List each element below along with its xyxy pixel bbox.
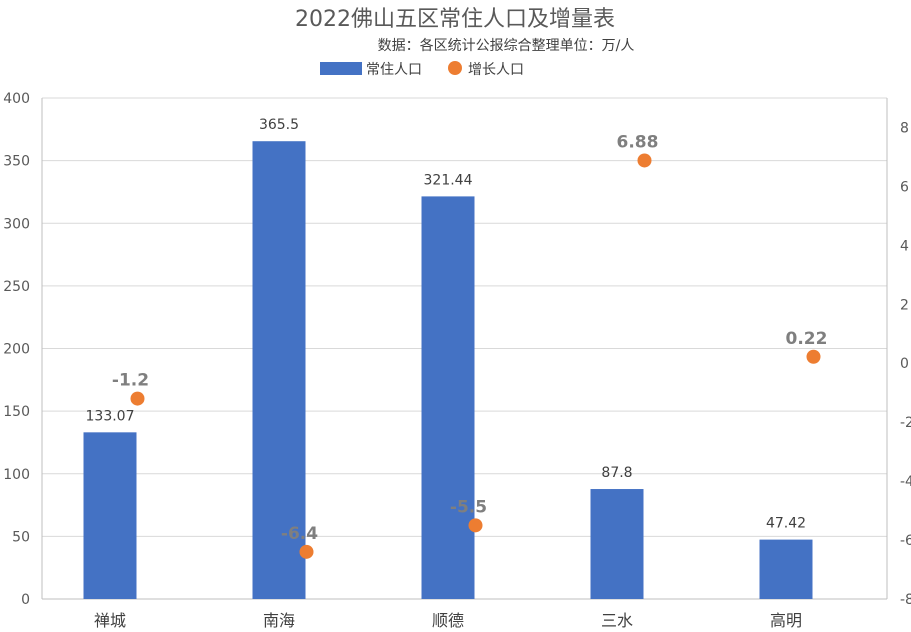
right-tick-label: 2 [900, 297, 909, 313]
bar [83, 432, 137, 599]
left-tick-label: 100 [3, 467, 30, 483]
point-data-label: 0.22 [786, 329, 828, 349]
category-label: 顺德 [432, 611, 464, 630]
bar-data-label: 87.8 [601, 465, 632, 481]
right-tick-label: -8 [900, 592, 911, 608]
left-tick-label: 200 [3, 342, 30, 358]
left-tick-label: 350 [3, 154, 30, 170]
bar-series: 133.07 365.5 321.44 87.8 47.42 [83, 117, 813, 599]
bar-data-label: 365.5 [259, 117, 299, 133]
point-data-label: -5.5 [450, 497, 487, 517]
scatter-point [806, 349, 821, 364]
bar-data-label: 133.07 [86, 408, 135, 424]
bar [759, 539, 813, 599]
bar [590, 489, 644, 599]
point-data-label: -1.2 [112, 371, 149, 391]
point-data-label: -6.4 [281, 524, 318, 544]
right-tick-label: -2 [900, 415, 911, 431]
left-tick-label: 400 [3, 91, 30, 107]
scatter-series: -1.2 -6.4 -5.5 6.88 0.22 [112, 132, 828, 559]
point-data-label: 6.88 [617, 132, 659, 152]
bar-data-label: 47.42 [766, 516, 806, 532]
scatter-point [299, 544, 314, 559]
legend-label-bar: 常住人口 [366, 62, 422, 78]
category-label: 三水 [601, 611, 633, 630]
right-tick-label: 8 [900, 120, 909, 136]
category-label: 高明 [770, 611, 802, 630]
chart-title: 2022佛山五区常住人口及增量表 [295, 7, 615, 32]
legend-swatch-scatter [448, 61, 462, 75]
legend-label-scatter: 增长人口 [468, 62, 524, 78]
legend: 常住人口 增长人口 [320, 61, 524, 78]
category-label: 禅城 [94, 611, 126, 630]
left-axis-ticks: 0 50 100 150 200 250 300 350 400 [3, 91, 30, 608]
left-tick-label: 150 [3, 404, 30, 420]
category-label: 南海 [263, 611, 295, 630]
legend-swatch-bar [320, 62, 362, 75]
scatter-point [637, 153, 652, 168]
bar-data-label: 321.44 [424, 172, 473, 188]
right-tick-label: -6 [900, 533, 911, 549]
right-tick-label: 4 [900, 238, 909, 254]
category-labels: 禅城 南海 顺德 三水 高明 [94, 611, 802, 630]
right-tick-label: 0 [900, 356, 909, 372]
right-tick-label: 6 [900, 179, 909, 195]
scatter-point [468, 518, 483, 533]
bar [421, 196, 475, 599]
left-tick-label: 300 [3, 216, 30, 232]
left-tick-label: 50 [12, 529, 30, 545]
scatter-point [130, 391, 145, 406]
left-tick-label: 0 [21, 592, 30, 608]
left-tick-label: 250 [3, 279, 30, 295]
chart-subtitle: 数据：各区统计公报综合整理单位：万/人 [378, 38, 635, 54]
right-tick-label: -4 [900, 474, 911, 490]
bar [252, 141, 306, 599]
right-axis-ticks: -8 -6 -4 -2 0 2 4 6 8 [900, 120, 911, 608]
